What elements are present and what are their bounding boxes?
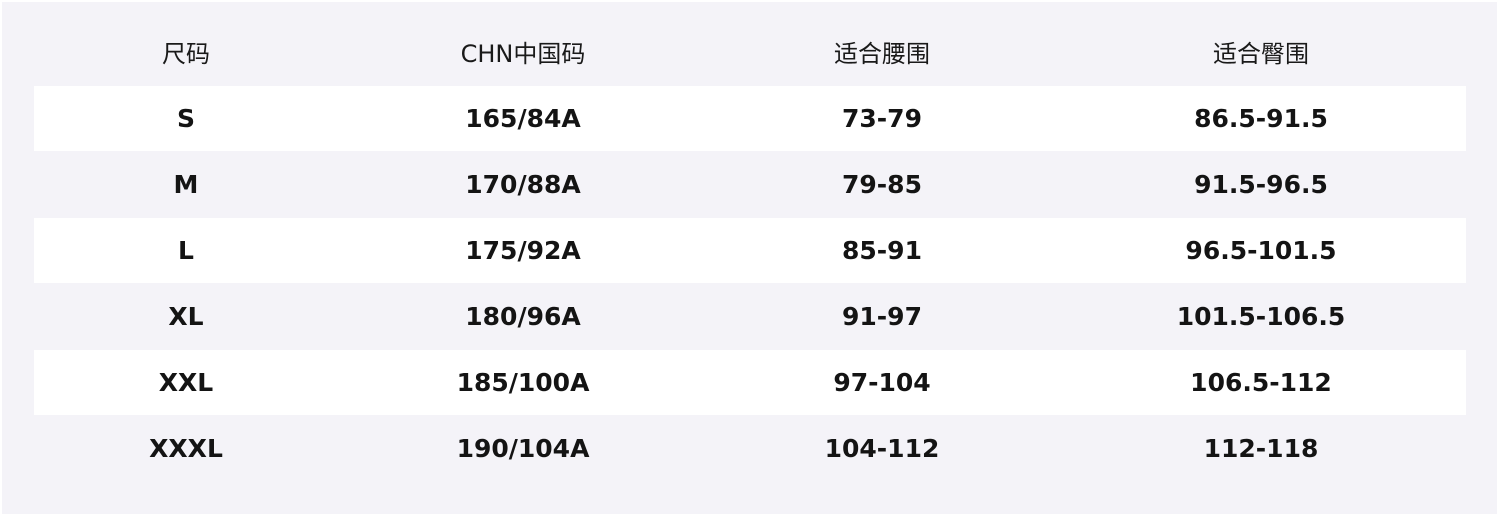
cell-chn-size: 170/88A [465, 170, 581, 199]
table-row: XXL 185/100A 97-104 106.5-112 [34, 350, 1466, 415]
header-size: 尺码 [162, 40, 210, 68]
cell-hip: 112-118 [1203, 434, 1319, 463]
cell-chn-size: 185/100A [456, 368, 590, 397]
cell-size: M [173, 170, 199, 199]
cell-hip: 91.5-96.5 [1194, 170, 1328, 199]
cell-size: S [176, 104, 196, 133]
cell-chn-size: 180/96A [465, 302, 581, 331]
cell-waist: 97-104 [833, 368, 931, 397]
cell-hip: 86.5-91.5 [1194, 104, 1328, 133]
table-header: 尺码 CHN中国码 适合腰围 适合臀围 [34, 19, 1466, 84]
cell-size: XXXL [149, 434, 223, 463]
cell-hip: 101.5-106.5 [1176, 302, 1346, 331]
table-row: M 170/88A 79-85 91.5-96.5 [34, 152, 1466, 217]
cell-hip: 106.5-112 [1190, 368, 1332, 397]
cell-size: XXL [158, 368, 214, 397]
cell-size: L [178, 236, 194, 265]
table-row: L 175/92A 85-91 96.5-101.5 [34, 218, 1466, 283]
cell-waist: 104-112 [824, 434, 940, 463]
cell-hip: 96.5-101.5 [1185, 236, 1337, 265]
table-row: S 165/84A 73-79 86.5-91.5 [34, 86, 1466, 151]
table-row: XXXL 190/104A 104-112 112-118 [34, 416, 1466, 481]
table-row: XL 180/96A 91-97 101.5-106.5 [34, 284, 1466, 349]
header-chn-size: CHN中国码 [460, 40, 586, 68]
cell-waist: 85-91 [842, 236, 922, 265]
cell-chn-size: 175/92A [465, 236, 581, 265]
cell-chn-size: 190/104A [456, 434, 590, 463]
cell-chn-size: 165/84A [465, 104, 581, 133]
cell-waist: 73-79 [842, 104, 922, 133]
cell-size: XL [168, 302, 204, 331]
cell-waist: 79-85 [842, 170, 922, 199]
cell-waist: 91-97 [842, 302, 922, 331]
header-waist: 适合腰围 [834, 40, 930, 68]
header-hip: 适合臀围 [1213, 40, 1309, 68]
